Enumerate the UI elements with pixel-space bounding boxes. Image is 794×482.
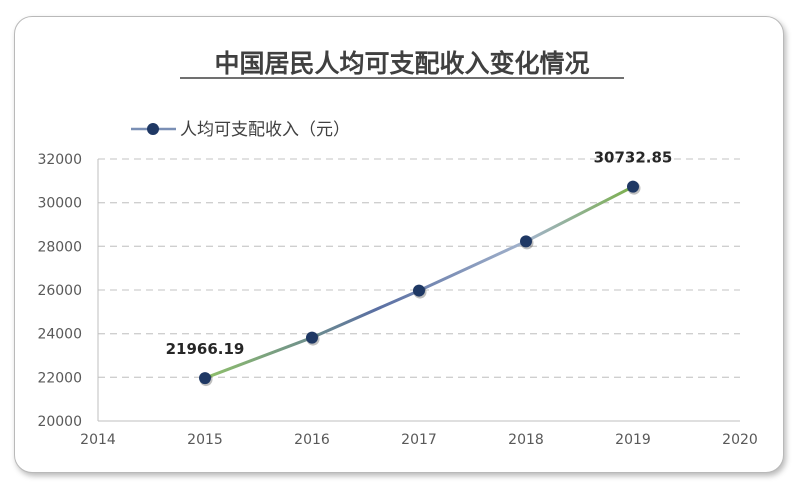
x-tick-label-1: 2015 <box>187 432 223 448</box>
y-tick-label-6: 32000 <box>37 152 82 168</box>
x-tick-label-6: 2020 <box>722 432 758 448</box>
data-point-2015 <box>199 372 211 385</box>
x-tick-label-2: 2016 <box>294 432 330 448</box>
x-axis-ticks: 2014 2015 2016 2017 2018 2019 2020 <box>80 432 758 448</box>
y-tick-label-5: 30000 <box>37 196 82 212</box>
x-tick-label-5: 2019 <box>615 432 651 448</box>
y-tick-label-3: 26000 <box>37 283 82 299</box>
legend: 人均可支配收入（元） <box>131 120 350 140</box>
y-tick-label-2: 24000 <box>37 327 82 343</box>
legend-label: 人均可支配收入（元） <box>180 120 350 140</box>
chart-title: 中国居民人均可支配收入变化情况 <box>214 49 589 78</box>
x-tick-label-0: 2014 <box>80 432 116 448</box>
y-tick-label-4: 28000 <box>37 239 82 255</box>
data-label-2019: 30732.85 <box>594 149 673 167</box>
y-tick-label-0: 20000 <box>37 414 82 430</box>
x-tick-label-3: 2017 <box>401 432 437 448</box>
y-axis-ticks: 20000 22000 24000 26000 28000 30000 32000 <box>37 152 82 430</box>
series-group <box>199 180 641 387</box>
legend-marker <box>147 123 159 135</box>
data-point-2019 <box>627 180 639 193</box>
data-point-2017 <box>413 284 425 297</box>
data-labels: 21966.19 30732.85 <box>166 149 673 358</box>
y-tick-label-1: 22000 <box>37 370 82 386</box>
axes <box>97 159 740 422</box>
chart-card <box>14 16 784 473</box>
x-tick-label-4: 2018 <box>508 432 544 448</box>
data-point-2018 <box>520 235 532 248</box>
data-label-2015: 21966.19 <box>166 340 245 358</box>
data-point-2016 <box>306 331 318 344</box>
series-line-0 <box>203 185 635 380</box>
